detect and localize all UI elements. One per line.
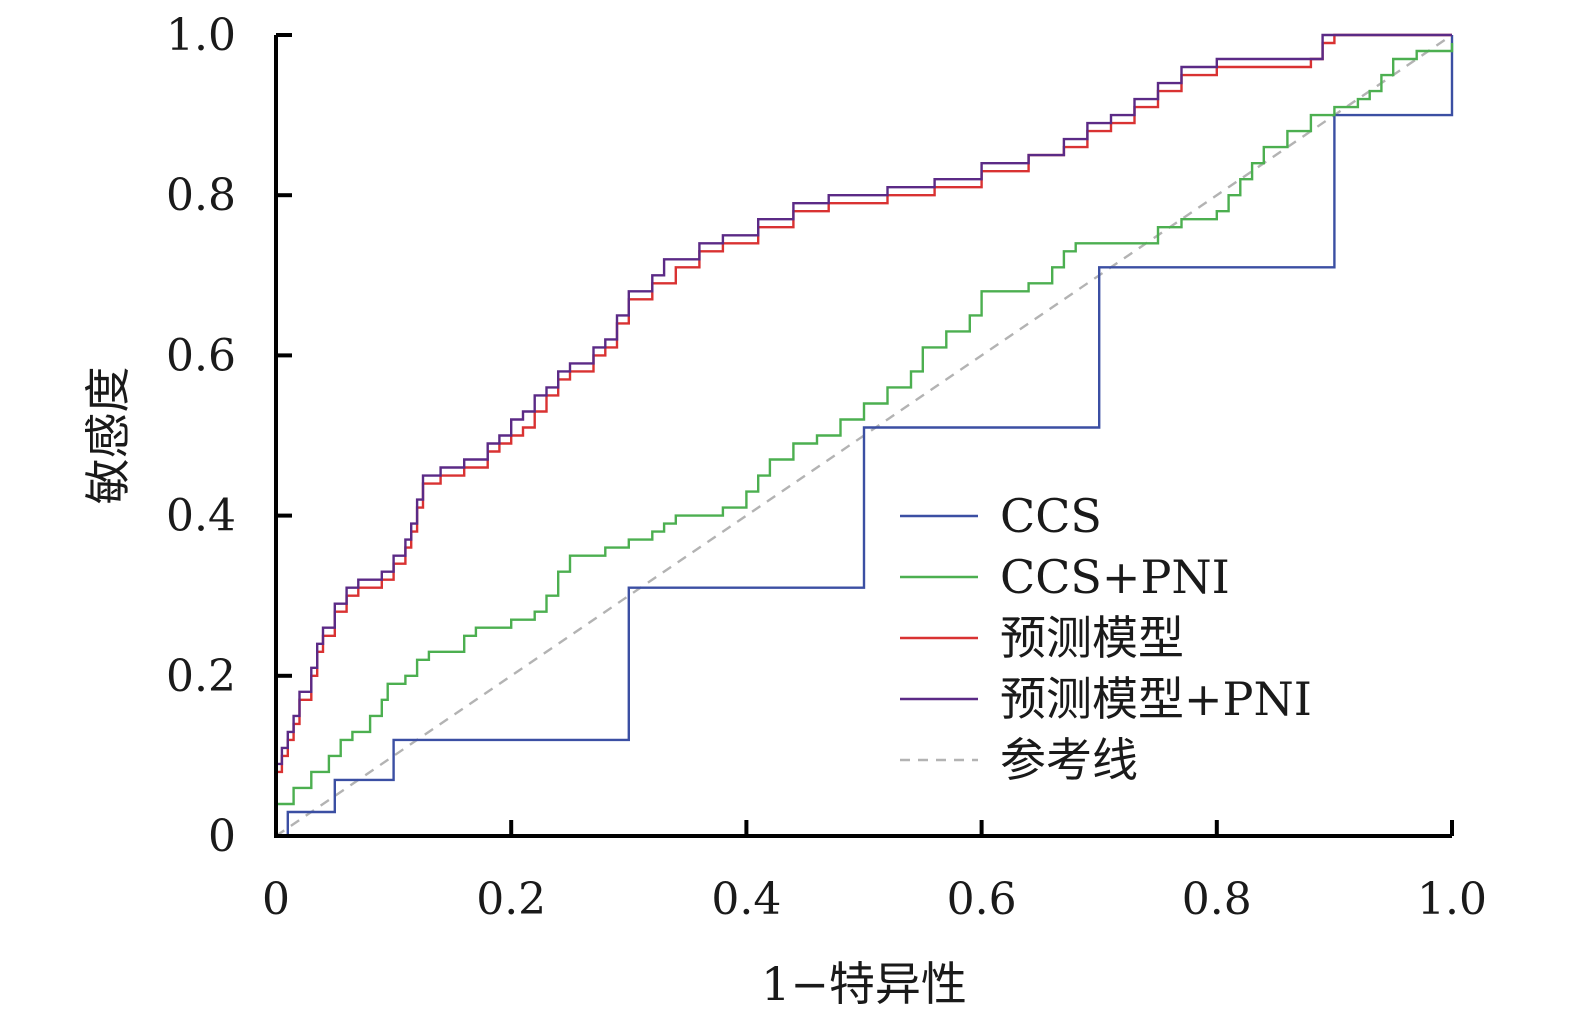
x-tick-label-2: 0.4 bbox=[711, 874, 781, 925]
tick-marks bbox=[274, 33, 1454, 838]
x-tick-label-3: 0.6 bbox=[947, 874, 1017, 925]
tick-labels: 0 0.2 0.4 0.6 0.8 1.0 0 0.2 0.4 0.6 0.8 1.0 bbox=[166, 10, 1487, 925]
x-tick-label-5: 1.0 bbox=[1417, 874, 1487, 925]
series-line-3 bbox=[274, 33, 1452, 836]
y-tick-label-2: 0.4 bbox=[166, 491, 236, 542]
y-tick-label-1: 0.2 bbox=[166, 651, 236, 702]
series-line-0 bbox=[276, 35, 1454, 838]
y-tick-label-4: 0.8 bbox=[166, 170, 236, 221]
y-tick-label-3: 0.6 bbox=[166, 330, 236, 381]
legend-label-4: 参考线 bbox=[1000, 733, 1138, 787]
x-tick-label-1: 0.2 bbox=[476, 874, 546, 925]
plot-area bbox=[274, 33, 1454, 838]
x-tick-label-0: 0 bbox=[262, 874, 290, 925]
y-tick-label-5: 1.0 bbox=[166, 10, 236, 61]
series-line-1 bbox=[274, 43, 1454, 836]
x-tick-label-4: 0.8 bbox=[1182, 874, 1252, 925]
axes bbox=[274, 35, 1452, 838]
y-tick-label-0: 0 bbox=[208, 811, 236, 862]
x-axis-title: 1−特异性 bbox=[761, 957, 967, 1011]
y-axis-title: 敏感度 bbox=[81, 367, 135, 505]
legend-label-1: CCS+PNI bbox=[1000, 550, 1230, 604]
legend-label-2: 预测模型 bbox=[1000, 611, 1184, 665]
legend-label-3: 预测模型+PNI bbox=[1000, 672, 1312, 726]
legend-label-0: CCS bbox=[1000, 489, 1102, 543]
